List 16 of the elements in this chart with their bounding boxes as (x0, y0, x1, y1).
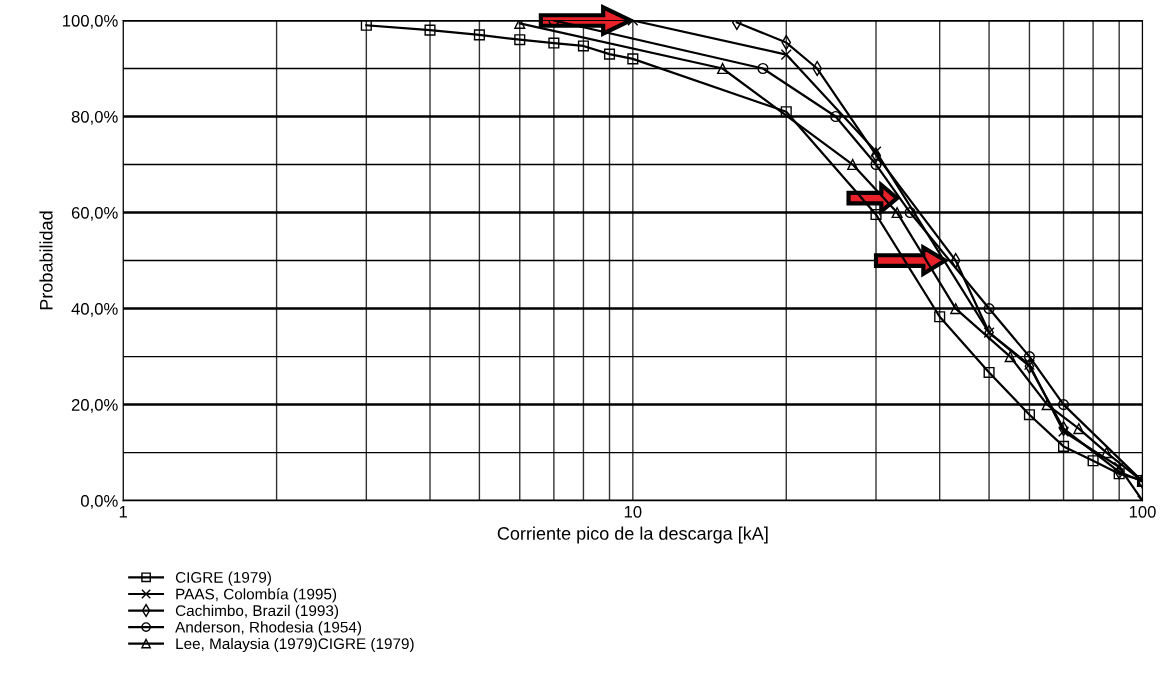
x-tick-label: 1 (119, 506, 127, 518)
y-tick-label: 100,0% (63, 14, 118, 29)
y-tick-label: 0,0% (80, 495, 118, 509)
y-tick-label: 20,0% (71, 399, 118, 413)
y-tick-label: 60,0% (71, 206, 118, 221)
y-axis-title: Probabilidad (39, 211, 53, 310)
legend-label: Anderson, Rhodesia (1954) (175, 621, 362, 636)
legend-label: CIGRE (1979) (175, 571, 271, 586)
legend-label: Cachimbo, Brazil (1993) (175, 604, 339, 620)
y-tick-label: 80,0% (71, 110, 118, 125)
legend-label: Lee, Malaysia (1979)CIGRE (1979) (176, 637, 414, 653)
x-tick-label: 100 (1129, 505, 1156, 518)
y-tick-label: 40,0% (71, 302, 118, 317)
x-tick-label: 10 (624, 505, 642, 518)
legend-label: PAAS, Colombía (1995) (176, 588, 337, 603)
x-axis-title: Corriente pico de la descarga [kA] (497, 526, 768, 544)
